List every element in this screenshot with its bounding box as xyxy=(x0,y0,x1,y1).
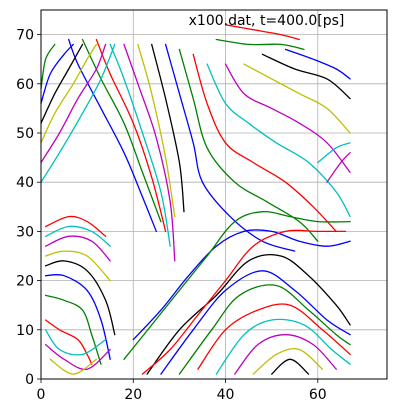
series-line xyxy=(44,319,93,365)
y-tick-label: 30 xyxy=(16,224,34,240)
series-line xyxy=(243,63,351,134)
x-tick-label: 60 xyxy=(309,387,327,403)
series-line xyxy=(68,38,157,233)
series-line xyxy=(141,229,347,375)
series-line xyxy=(81,38,162,223)
y-tick-label: 50 xyxy=(16,126,34,142)
series-line xyxy=(271,358,310,375)
series-line xyxy=(44,225,111,247)
series-line xyxy=(224,24,300,41)
series-line xyxy=(160,270,351,375)
series-line xyxy=(261,53,351,100)
series-line xyxy=(284,48,351,80)
series-line xyxy=(49,358,98,375)
series-line xyxy=(252,347,324,375)
series-layer xyxy=(40,24,351,375)
series-line xyxy=(146,254,351,375)
series-line xyxy=(317,142,351,164)
chart-title: x100.dat, t=400.0[ps] xyxy=(189,13,345,29)
series-line xyxy=(151,43,185,213)
series-line xyxy=(137,43,176,218)
series-line xyxy=(215,38,305,51)
y-tick-label: 70 xyxy=(16,28,34,44)
series-line xyxy=(215,318,351,375)
series-line xyxy=(40,43,74,105)
series-line xyxy=(123,43,176,262)
grid xyxy=(40,10,387,380)
series-line xyxy=(192,53,337,233)
plot-frame xyxy=(40,9,388,380)
x-tick-label: 20 xyxy=(124,387,142,403)
y-tick-label: 60 xyxy=(16,77,34,93)
series-line xyxy=(44,260,116,336)
series-line xyxy=(178,48,319,242)
series-line xyxy=(234,334,337,375)
series-line xyxy=(44,215,107,237)
series-line xyxy=(95,38,167,233)
series-line xyxy=(123,210,351,360)
x-tick-label: 0 xyxy=(37,387,46,403)
series-line xyxy=(40,43,84,124)
series-line xyxy=(40,43,116,183)
series-line xyxy=(40,43,107,164)
y-tick-label: 0 xyxy=(25,372,34,388)
series-line xyxy=(206,63,351,218)
y-tick-label: 40 xyxy=(16,175,34,191)
series-line xyxy=(132,229,351,341)
series-line xyxy=(44,235,111,262)
series-line xyxy=(44,294,102,365)
series-line xyxy=(44,273,111,360)
series-line xyxy=(109,43,171,247)
series-line xyxy=(326,152,351,183)
axis-ticks: 0 20 40 60 0 10 20 30 40 50 60 70 xyxy=(16,28,327,403)
series-line xyxy=(44,343,111,371)
series-line xyxy=(44,250,111,282)
series-line xyxy=(40,43,98,144)
series-line xyxy=(224,63,351,174)
series-line xyxy=(197,303,351,370)
series-line xyxy=(164,43,296,252)
series-line xyxy=(178,284,351,375)
series-line xyxy=(44,329,107,356)
y-tick-label: 20 xyxy=(16,274,34,290)
y-tick-label: 10 xyxy=(16,323,34,339)
series-line xyxy=(40,43,56,90)
x-tick-label: 40 xyxy=(217,387,235,403)
